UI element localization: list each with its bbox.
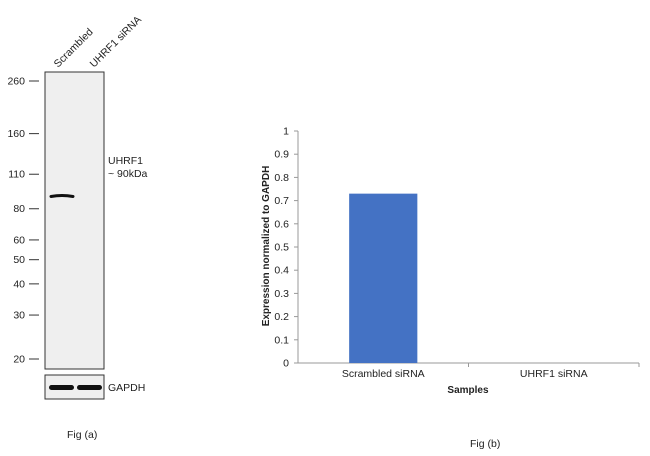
target-size-label: ~ 90kDa xyxy=(108,168,148,180)
y-tick-label: 0 xyxy=(283,358,289,370)
gapdh-band-uhrf1-sirna xyxy=(77,385,102,390)
fig-b-caption: Fig (b) xyxy=(470,438,500,450)
y-tick-labels: 0 0.1 0.2 0.3 0.4 0.5 0.6 0.7 0.8 0.9 1 xyxy=(274,126,298,370)
y-axis-title: Expression normalized to GAPDH xyxy=(261,166,272,327)
blot-membrane xyxy=(44,71,105,370)
mw-marker-label: 40 xyxy=(13,278,25,290)
y-tick-label: 0.2 xyxy=(274,311,289,323)
y-tick-label: 0.6 xyxy=(274,218,289,230)
y-tick-label: 0.1 xyxy=(274,334,289,346)
mw-marker-ladder: 260 160 110 80 60 50 40 30 20 xyxy=(7,76,39,366)
mw-marker-label: 160 xyxy=(7,128,25,140)
gapdh-label: GAPDH xyxy=(108,382,145,394)
y-tick-label: 0.5 xyxy=(274,242,289,254)
y-tick-label: 0.3 xyxy=(274,288,289,300)
x-tick-labels: Scrambled siRNA UHRF1 siRNA xyxy=(342,363,640,380)
mw-marker-label: 80 xyxy=(13,203,25,215)
mw-marker-label: 60 xyxy=(13,234,25,246)
y-tick-label: 0.8 xyxy=(274,172,289,184)
x-tick-label: Scrambled siRNA xyxy=(342,368,425,380)
bars xyxy=(349,193,418,363)
y-tick-label: 1 xyxy=(283,126,289,138)
x-axis-title: Samples xyxy=(447,385,489,396)
target-label: UHRF1 xyxy=(108,155,143,167)
mw-marker-label: 110 xyxy=(8,169,25,181)
y-tick-label: 0.4 xyxy=(274,265,289,277)
gapdh-band-scrambled xyxy=(49,385,74,390)
mw-marker-label: 50 xyxy=(13,254,25,266)
mw-marker-label: 260 xyxy=(7,76,25,88)
y-tick-label: 0.9 xyxy=(274,149,289,161)
y-tick-label: 0.7 xyxy=(274,195,289,207)
mw-marker-label: 20 xyxy=(13,354,25,366)
fig-a-caption: Fig (a) xyxy=(67,429,97,441)
uhrf1-band xyxy=(49,193,75,198)
bar-scrambled-sirna xyxy=(349,193,418,363)
x-tick-label: UHRF1 siRNA xyxy=(520,368,588,380)
mw-marker-label: 30 xyxy=(13,310,25,322)
